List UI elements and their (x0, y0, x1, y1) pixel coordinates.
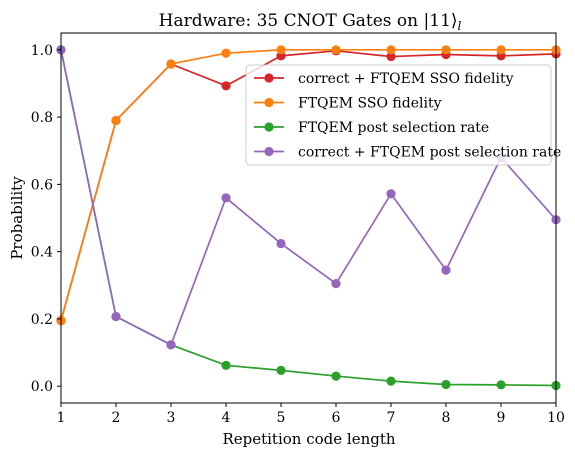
data-point (386, 51, 396, 62)
data-point (166, 340, 176, 350)
data-point (386, 376, 396, 386)
y-tick-label: 0.6 (31, 177, 53, 193)
x-tick-label: 9 (497, 410, 506, 426)
data-point (386, 45, 396, 55)
legend-marker (264, 122, 274, 132)
y-tick-label: 0.8 (31, 110, 53, 126)
legend-label: FTQEM post selection rate (298, 120, 489, 136)
data-point (441, 265, 451, 275)
x-tick-label: 5 (277, 410, 286, 426)
legend-box (245, 64, 552, 166)
data-point (496, 380, 506, 390)
data-point (331, 278, 341, 289)
data-point (221, 81, 231, 91)
data-point (276, 365, 286, 375)
x-tick-label: 8 (442, 410, 451, 426)
data-point (166, 59, 176, 69)
series-line-2 (60, 48, 556, 321)
data-point (386, 189, 396, 199)
legend-label: correct + FTQEM post selection rate (298, 145, 561, 161)
data-point (276, 238, 286, 249)
legend-label: correct + FTQEM SSO fidelity (298, 71, 514, 87)
x-axis-label: Repetition code length (222, 430, 395, 448)
plot-area (56, 45, 561, 391)
data-point (496, 45, 506, 55)
y-tick-label: 0.2 (31, 312, 53, 328)
chart-title-subscript: l (458, 19, 462, 33)
y-axis-label: Probability (8, 176, 26, 260)
data-point (441, 379, 451, 390)
axes-frame (60, 32, 557, 404)
data-point (331, 45, 341, 55)
data-point (441, 45, 451, 55)
legend-marker (264, 146, 274, 157)
x-tick-label: 7 (387, 410, 396, 426)
legend-label: FTQEM SSO fidelity (298, 96, 442, 112)
data-point (221, 48, 231, 58)
data-point (111, 115, 121, 126)
data-point (111, 311, 121, 322)
data-point (221, 360, 231, 370)
chart-title-main: Hardware: 35 CNOT Gates on |11⟩ (159, 11, 458, 31)
y-tick-label: 0.4 (31, 245, 53, 261)
data-point (221, 193, 231, 203)
series-line-4 (60, 49, 557, 347)
y-tick-label: 1.0 (31, 43, 53, 59)
data-point (276, 45, 286, 55)
x-tick-label: 3 (167, 410, 176, 426)
data-point (331, 371, 341, 381)
x-tick-label: 2 (112, 410, 121, 426)
x-tick-label: 10 (547, 410, 565, 426)
y-tick-label: 0.0 (31, 379, 53, 395)
chart-title: Hardware: 35 CNOT Gates on |11⟩l (159, 11, 462, 33)
x-tick-label: 1 (57, 410, 66, 426)
x-tick-label: 6 (332, 410, 341, 426)
x-tick-label: 4 (222, 410, 231, 426)
axes: 1 2 3 4 5 6 7 8 9 10 0.0 0.2 0.4 0.6 0.8 1.0 (31, 32, 565, 426)
legend: correct + FTQEM SSO fidelity FTQEM SSO fi… (245, 64, 561, 166)
legend-marker (264, 97, 274, 108)
legend-marker (264, 73, 274, 83)
